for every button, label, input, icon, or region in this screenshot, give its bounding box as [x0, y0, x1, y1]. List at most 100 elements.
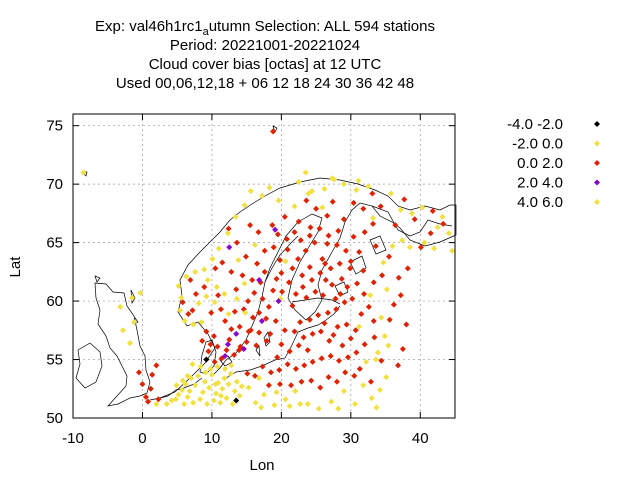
data-point [231, 308, 238, 315]
data-point [295, 218, 302, 225]
data-point [225, 310, 232, 317]
data-point [347, 258, 354, 265]
data-point [276, 257, 283, 264]
data-point [213, 284, 220, 291]
data-point [244, 370, 251, 377]
data-point [327, 265, 334, 272]
data-point [202, 369, 209, 376]
data-point [131, 319, 138, 326]
x-axis-label: Lon [249, 457, 274, 474]
data-point [299, 284, 306, 291]
data-point [261, 247, 268, 254]
data-point [163, 400, 170, 407]
data-point [385, 342, 392, 349]
data-point [399, 237, 406, 244]
data-point [256, 277, 263, 284]
data-point [120, 327, 127, 334]
data-point [247, 222, 254, 229]
data-point [417, 244, 424, 251]
data-point [266, 184, 273, 191]
data-point [210, 333, 217, 340]
data-point [198, 319, 205, 326]
data-point [235, 347, 242, 354]
data-point [126, 340, 133, 347]
data-point [292, 388, 299, 395]
data-point [263, 315, 270, 322]
data-point [347, 335, 354, 342]
legend-marker [594, 140, 600, 147]
data-point [259, 295, 266, 302]
data-point [401, 196, 408, 203]
data-point [187, 277, 194, 284]
data-point [337, 291, 344, 298]
data-point [321, 185, 328, 192]
data-point [361, 291, 368, 298]
data-point [331, 176, 338, 183]
data-point [153, 400, 160, 407]
data-point [421, 239, 428, 246]
data-point [251, 241, 258, 248]
data-point [434, 224, 441, 231]
data-point [440, 220, 447, 227]
data-point [302, 169, 309, 176]
data-point [286, 348, 293, 355]
data-point [204, 277, 211, 284]
data-point [239, 272, 246, 279]
data-point [228, 268, 235, 275]
data-point [217, 392, 224, 399]
data-point [213, 390, 220, 397]
data-point [190, 399, 197, 406]
data-point [153, 362, 160, 369]
data-point [256, 329, 263, 336]
data-point [319, 204, 326, 211]
data-point [386, 253, 393, 260]
data-point [282, 258, 289, 265]
data-point [203, 356, 210, 363]
data-point [253, 342, 260, 349]
data-point [149, 371, 156, 378]
data-point [360, 205, 367, 212]
data-point [212, 381, 219, 388]
data-point [306, 232, 313, 239]
y-tick-label: 70 [46, 176, 63, 193]
data-point [197, 363, 204, 370]
data-point [211, 358, 218, 365]
data-point [322, 277, 329, 284]
data-point [233, 330, 240, 337]
data-point [270, 287, 277, 294]
data-point [397, 292, 404, 299]
x-tick-label: 10 [204, 430, 221, 447]
data-point [340, 388, 347, 395]
data-point [404, 265, 411, 272]
data-point [181, 400, 188, 407]
data-point [308, 377, 315, 384]
data-point [324, 240, 331, 247]
data-point [229, 400, 236, 407]
data-point [439, 213, 446, 220]
data-point [327, 353, 334, 360]
data-point [261, 268, 268, 275]
data-point [221, 291, 228, 298]
data-point [215, 292, 222, 299]
data-point [271, 402, 278, 409]
data-point [155, 396, 162, 403]
data-point [389, 243, 396, 250]
data-point [273, 389, 280, 396]
data-point [324, 212, 331, 219]
data-point [303, 294, 310, 301]
data-point [431, 245, 438, 252]
data-point [335, 227, 342, 234]
data-point [320, 292, 327, 299]
legend-label: -2.0 0.0 [512, 136, 563, 153]
data-point [270, 244, 277, 251]
data-point [351, 400, 358, 407]
data-point [361, 341, 368, 348]
legend-label: 4.0 6.0 [517, 194, 563, 211]
data-points [80, 128, 456, 412]
data-point [272, 226, 279, 233]
data-point [217, 399, 224, 406]
data-point [147, 385, 154, 392]
data-point [242, 309, 249, 316]
data-point [224, 341, 231, 348]
data-point [329, 198, 336, 205]
